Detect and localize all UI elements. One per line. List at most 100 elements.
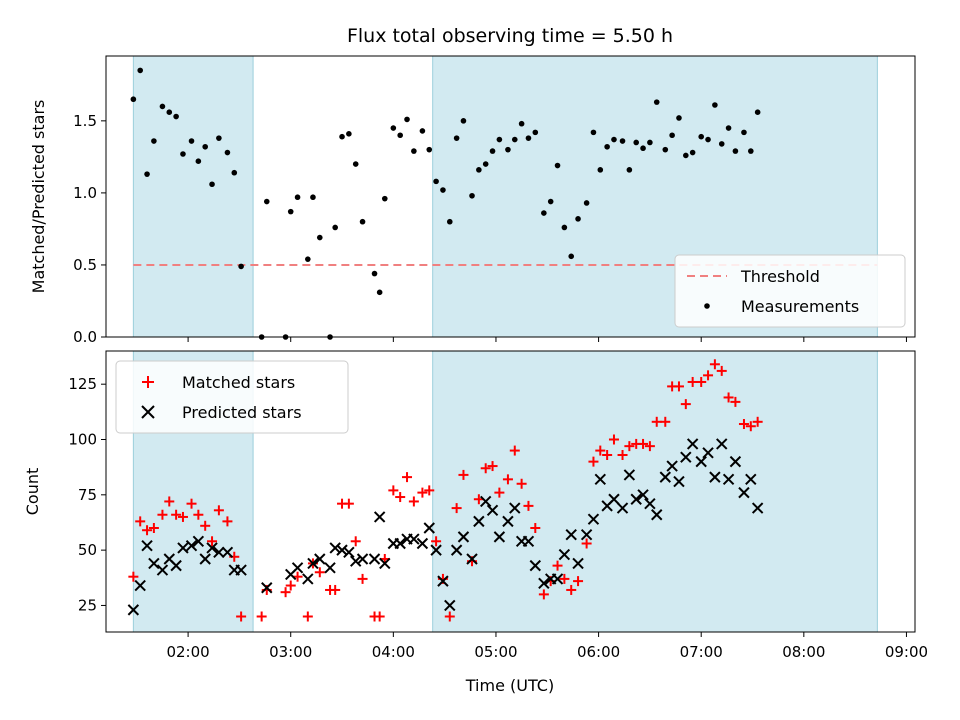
matched-stars-point (424, 485, 435, 496)
y-tick-label: 125 (68, 375, 97, 393)
predicted-stars-point (623, 469, 636, 481)
matched-stars-point (374, 611, 385, 622)
predicted-stars-point (666, 460, 678, 472)
predicted-stars-point (329, 542, 341, 554)
measurement-point (231, 169, 238, 176)
measurement-point (532, 129, 539, 136)
measurement-point (718, 141, 725, 147)
measurement-point (287, 208, 294, 215)
measurement-point (411, 148, 417, 154)
matched-stars-point (451, 503, 462, 514)
predicted-stars-point (185, 540, 198, 552)
matched-stars-point (128, 571, 139, 582)
matched-stars-point (408, 496, 419, 507)
measurement-point (712, 102, 718, 108)
measurement-point (633, 139, 640, 146)
matched-stars-point (330, 584, 341, 595)
measurement-point (647, 139, 653, 146)
predicted-stars-point (751, 502, 764, 514)
predicted-stars-point (457, 531, 470, 543)
matched-stars-point (350, 536, 361, 547)
y-tick-label: 0.5 (73, 256, 97, 274)
predicted-stars-point (430, 544, 442, 556)
measurement-point (346, 131, 352, 137)
predicted-stars-point (235, 564, 247, 576)
measurement-point (698, 133, 705, 140)
matched-stars-point (730, 396, 741, 407)
predicted-stars-point (170, 559, 182, 572)
x-tick-label: 03:00 (269, 643, 312, 661)
matched-stars-point (164, 496, 175, 507)
measurement-point (705, 136, 711, 143)
matched-stars-point (207, 536, 218, 547)
measurement-point (263, 198, 270, 205)
top-panel: 0.0 0.5 1.0 1.5 Matched/Predicted stars Thres… (29, 55, 916, 346)
measurement-point (469, 192, 475, 199)
measurement-point (352, 161, 359, 167)
matched-stars-point (752, 416, 763, 427)
measurement-point (525, 135, 532, 141)
matched-stars-point (703, 370, 714, 381)
matched-stars-point (523, 500, 534, 511)
predicted-stars-point (134, 579, 146, 592)
matched-stars-point (487, 461, 498, 472)
measurement-point (732, 148, 739, 154)
predicted-stars-point (408, 533, 420, 545)
matched-stars-point (566, 584, 577, 595)
matched-stars-point (745, 421, 756, 432)
measurement-point (173, 113, 179, 120)
measurement-point (476, 167, 482, 173)
predicted-stars-point (502, 515, 514, 528)
chart-title: Flux total observing time = 5.50 h (347, 25, 673, 47)
predicted-stars-point (373, 511, 386, 523)
matched-stars-point (402, 472, 413, 483)
matched-stars-point (480, 463, 491, 474)
matched-stars-point (213, 505, 224, 516)
predicted-stars-point (450, 544, 463, 556)
predicted-stars-point (466, 553, 478, 565)
matched-stars-point (302, 611, 313, 622)
predicted-stars-point (206, 542, 218, 554)
measurement-point (518, 120, 525, 127)
matched-stars-point (417, 487, 428, 498)
measurement-point (676, 115, 682, 121)
predicted-stars-point (148, 557, 160, 570)
predicted-stars-point (538, 577, 550, 590)
predicted-stars-point (127, 604, 140, 616)
measurement-point (568, 253, 575, 260)
predicted-stars-point (659, 471, 671, 483)
matched-stars-point (602, 449, 613, 460)
x-tick-label: 02:00 (166, 643, 209, 661)
matched-stars-point (171, 509, 182, 520)
matched-stars-point (314, 567, 325, 578)
measurement-point (130, 96, 137, 103)
x-tick-label: 06:00 (577, 643, 620, 661)
measurement-point (310, 194, 316, 201)
matched-stars-point (638, 438, 649, 449)
matched-stars-point (388, 485, 399, 496)
matched-stars-point (357, 573, 368, 584)
measurement-point (433, 178, 439, 185)
predicted-stars-point (702, 447, 714, 459)
x-tick-label: 05:00 (474, 643, 517, 661)
matched-stars-point (236, 611, 247, 622)
predicted-stars-point (558, 548, 571, 561)
predicted-stars-point (394, 537, 406, 550)
measurement-point (683, 152, 689, 159)
legend: Threshold Measurements (674, 254, 906, 328)
measurement-point (316, 234, 323, 241)
predicted-stars-point (673, 475, 685, 488)
shaded-interval (132, 55, 254, 338)
matched-stars-point (530, 523, 541, 534)
matched-stars-point (588, 456, 599, 467)
matched-stars-point (343, 498, 354, 509)
predicted-stars-point (522, 535, 535, 547)
measurement-point (166, 109, 173, 115)
predicted-stars-point (493, 531, 506, 543)
measurement-point (489, 148, 496, 154)
predicted-stars-point (291, 562, 304, 574)
predicted-stars-point (580, 528, 593, 541)
measurement-point (460, 118, 467, 124)
shaded-interval (432, 350, 878, 633)
measurement-point (339, 133, 345, 140)
